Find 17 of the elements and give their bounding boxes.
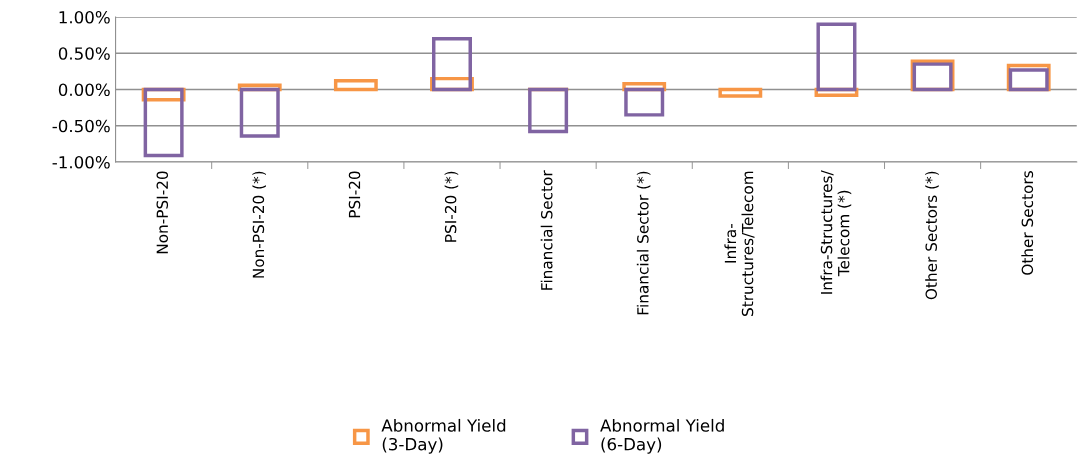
x-tick-label: Infra-Structures/ Telecom (*) [820,170,852,294]
x-tick-label: Non-PSI-20 [156,171,169,254]
x-tick-label: PSI-20 (*) [444,171,459,242]
y-tick-label: 0.00% [58,83,110,97]
y-tick-label: 0.50% [58,47,110,60]
x-tick-label: Infra- Structures/Telecom [724,171,755,316]
x-tick-label: Other Sectors [1021,171,1034,275]
legend-label: Abnormal Yield (6-Day) [600,418,724,454]
y-tick-label: -1.00% [52,155,110,169]
x-tick-label: Financial Sector (*) [636,171,651,315]
x-tick-label: Non-PSI-20 (*) [252,171,266,278]
x-tick-label: Other Sectors (*) [925,171,939,300]
x-tick-label: PSI-20 [348,171,361,218]
y-tick-label: 1.00% [59,10,110,24]
x-tick-label: Financial Sector [540,170,553,290]
legend-label: Abnormal Yield (3-Day) [381,418,506,454]
y-tick-label: -0.50% [52,119,110,133]
